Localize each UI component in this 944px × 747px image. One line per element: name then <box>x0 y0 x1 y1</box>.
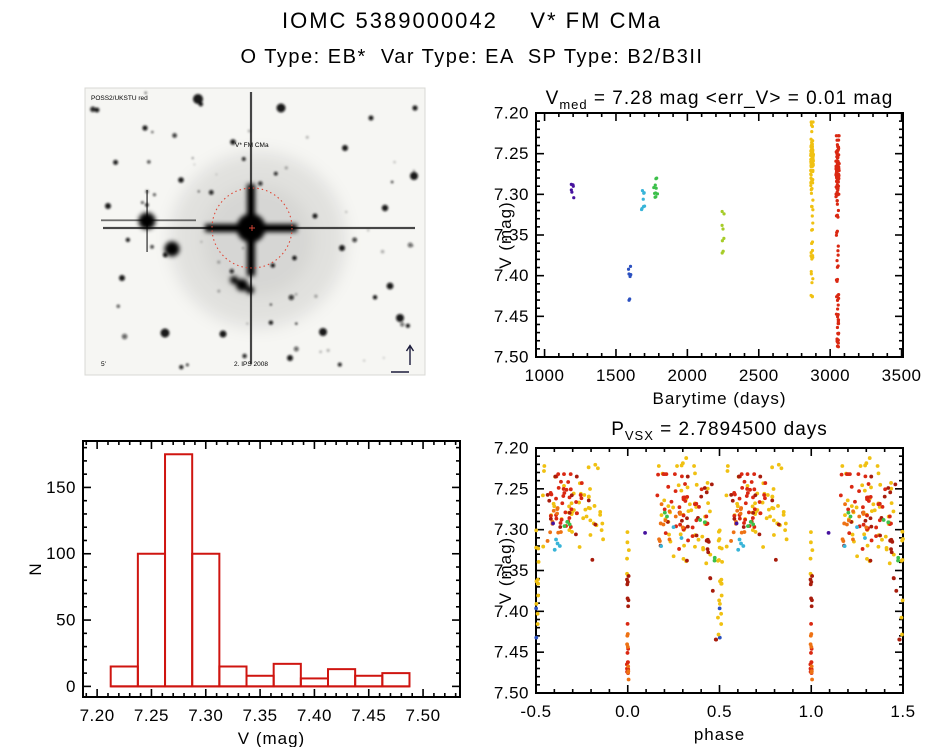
svg-text:Barytime (days): Barytime (days) <box>652 389 786 408</box>
target-circle <box>211 187 293 269</box>
svg-text:3500: 3500 <box>882 366 922 385</box>
svg-text:50: 50 <box>56 611 76 630</box>
footer-label: 2. IPS 2008 <box>234 361 268 368</box>
scale-label: 5' <box>101 361 106 368</box>
svg-text:7.35: 7.35 <box>494 226 529 245</box>
svg-text:V (mag): V (mag) <box>238 729 305 747</box>
page-title: IOMC 5389000042 V* FM CMa <box>281 8 663 33</box>
svg-text:2000: 2000 <box>667 366 707 385</box>
svg-text:0.5: 0.5 <box>707 702 732 721</box>
svg-text:7.30: 7.30 <box>494 185 529 204</box>
svg-text:V (mag): V (mag) <box>496 201 515 268</box>
histogram-plot: 7.20 7.25 7.30 7.35 7.40 7.45 7.50 0 50 100 150 V (… <box>26 440 461 747</box>
svg-text:7.25: 7.25 <box>134 706 169 725</box>
svg-text:7.30: 7.30 <box>494 520 529 539</box>
svg-text:1.5: 1.5 <box>890 702 915 721</box>
target-label: V* FM CMa <box>235 142 269 149</box>
svg-text:phase: phase <box>694 725 745 744</box>
svg-text:100: 100 <box>46 544 76 563</box>
svg-text:2500: 2500 <box>739 366 779 385</box>
svg-text:Vmed = 7.28 mag <err_V> = 0.01: Vmed = 7.28 mag <err_V> = 0.01 mag <box>546 88 894 112</box>
svg-text:7.45: 7.45 <box>494 307 529 326</box>
target-center-mark <box>249 225 255 231</box>
page-subtitle: O Type: EB* Var Type: EA SP Type: B2/B3I… <box>240 46 704 68</box>
svg-text:-0.5: -0.5 <box>520 702 551 721</box>
svg-text:7.30: 7.30 <box>188 706 223 725</box>
phase-plot: -0.5 0.0 0.5 1.0 1.5 7.20 7.25 7.30 7.35 7.40 7.45… <box>494 419 915 744</box>
svg-text:PVSX = 2.7894500 days: PVSX = 2.7894500 days <box>611 419 828 443</box>
svg-text:7.45: 7.45 <box>351 706 386 725</box>
survey-label: POSS2/UKSTU red <box>91 95 148 102</box>
svg-text:0: 0 <box>66 677 76 696</box>
svg-text:1000: 1000 <box>525 366 565 385</box>
svg-text:N: N <box>26 562 45 575</box>
svg-text:7.20: 7.20 <box>494 104 529 123</box>
svg-text:V (mag): V (mag) <box>496 537 515 604</box>
finding-chart-image: V* FM CMa POSS2/UKSTU red 2. IPS 2008 5' <box>84 87 426 376</box>
svg-text:150: 150 <box>46 478 76 497</box>
svg-text:7.25: 7.25 <box>494 479 529 498</box>
compass-icon <box>391 344 415 373</box>
svg-text:7.20: 7.20 <box>494 439 529 458</box>
neighbor-bright-star <box>138 212 180 257</box>
svg-text:1500: 1500 <box>596 366 636 385</box>
svg-text:7.35: 7.35 <box>494 561 529 580</box>
svg-text:7.25: 7.25 <box>494 144 529 163</box>
svg-text:3000: 3000 <box>810 366 850 385</box>
svg-text:7.40: 7.40 <box>494 602 529 621</box>
svg-text:7.40: 7.40 <box>297 706 332 725</box>
svg-text:0.0: 0.0 <box>615 702 640 721</box>
svg-text:7.50: 7.50 <box>406 706 441 725</box>
svg-text:7.50: 7.50 <box>494 348 529 367</box>
svg-text:7.45: 7.45 <box>494 643 529 662</box>
svg-text:7.20: 7.20 <box>80 706 115 725</box>
lightcurve-plot: 1000 1500 2000 2500 3000 3500 7.20 7.25 7.30 7.35… <box>494 88 922 408</box>
star-dots <box>90 91 418 370</box>
svg-text:7.40: 7.40 <box>494 266 529 285</box>
svg-text:7.50: 7.50 <box>494 684 529 703</box>
svg-text:1.0: 1.0 <box>799 702 824 721</box>
svg-text:7.35: 7.35 <box>243 706 278 725</box>
